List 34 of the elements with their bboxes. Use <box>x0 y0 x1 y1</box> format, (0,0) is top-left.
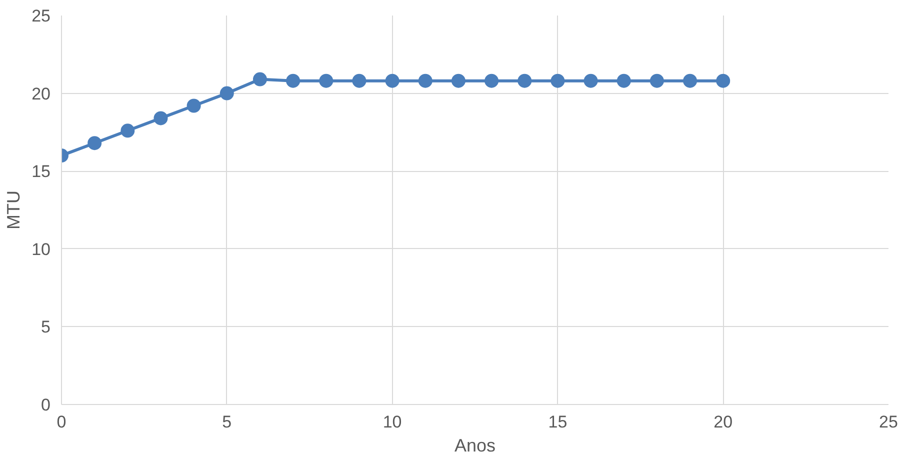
point <box>550 74 565 88</box>
y-tick-label: 15 <box>32 162 51 182</box>
y-tick-label: 5 <box>41 318 51 337</box>
point <box>451 74 466 88</box>
x-axis-title: Anos <box>454 436 496 456</box>
point <box>120 124 135 138</box>
point <box>286 74 300 88</box>
point <box>88 136 102 150</box>
y-tick-label: 10 <box>32 240 51 259</box>
point <box>616 74 631 88</box>
x-tick-label: 10 <box>382 412 402 432</box>
point <box>154 111 168 126</box>
x-tick-label: 20 <box>714 412 733 432</box>
x-tick-label: 15 <box>548 412 568 432</box>
y-tick-label: 25 <box>32 6 51 26</box>
x-tick-label: 25 <box>879 412 898 432</box>
point <box>650 74 664 88</box>
x-tick-label: 0 <box>56 412 66 432</box>
point <box>186 98 201 113</box>
x-tick-label: 5 <box>222 412 232 432</box>
y-axis-title: MTU <box>4 190 24 230</box>
point <box>716 74 730 88</box>
point <box>518 74 532 88</box>
point <box>484 74 499 88</box>
point <box>352 74 366 88</box>
point <box>385 74 400 88</box>
point <box>418 74 432 88</box>
point <box>252 72 267 86</box>
y-tick-label: 20 <box>32 84 51 104</box>
point <box>220 86 234 100</box>
point <box>584 74 598 88</box>
point <box>683 74 698 88</box>
point <box>319 74 334 88</box>
y-tick-label: 0 <box>41 396 51 414</box>
